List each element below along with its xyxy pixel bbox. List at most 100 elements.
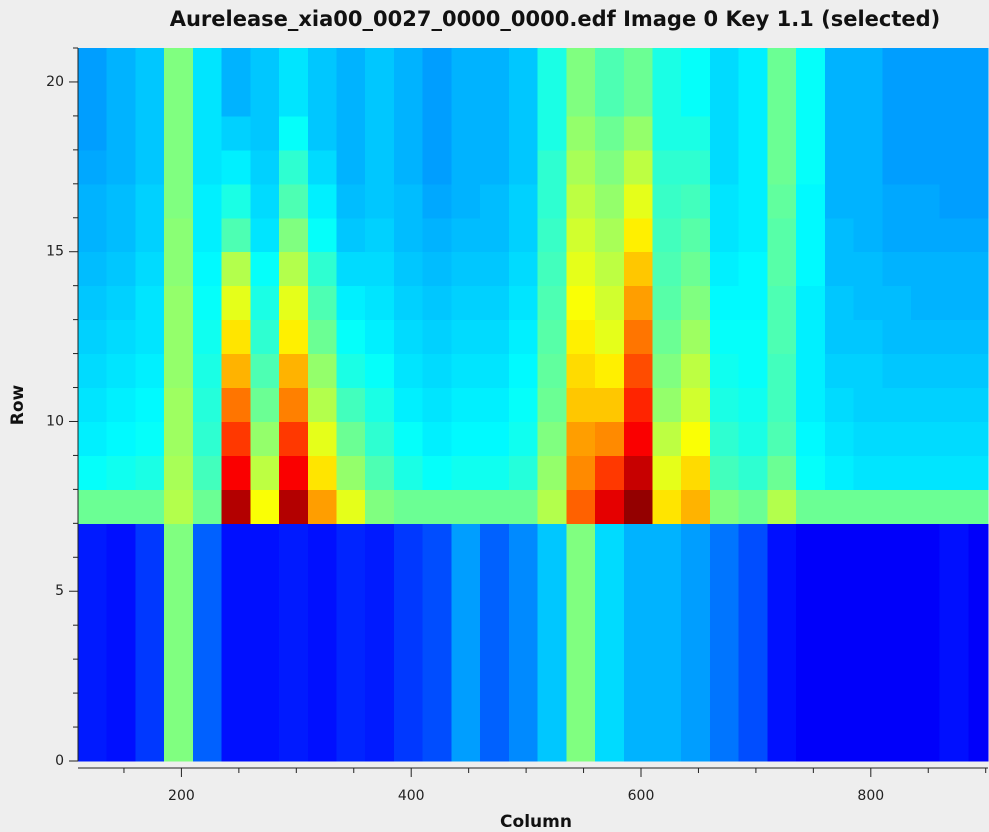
heatmap-cell bbox=[365, 455, 395, 490]
heatmap-cell bbox=[738, 149, 768, 185]
heatmap-cell bbox=[681, 455, 711, 490]
y-tick-label: 20 bbox=[46, 74, 64, 90]
heatmap-cell bbox=[250, 387, 280, 422]
heatmap-cell bbox=[767, 217, 797, 253]
heatmap-cell bbox=[135, 489, 165, 524]
heatmap-cell bbox=[106, 523, 136, 762]
heatmap-cell bbox=[508, 183, 539, 219]
heatmap-cell bbox=[566, 523, 596, 762]
heatmap-cell bbox=[537, 251, 567, 287]
heatmap-cell bbox=[508, 48, 539, 83]
heatmap-cell bbox=[911, 387, 941, 422]
heatmap-cell bbox=[595, 489, 625, 524]
heatmap-cell bbox=[393, 421, 424, 456]
heatmap-cell bbox=[652, 285, 682, 321]
heatmap-cell bbox=[279, 455, 309, 490]
heatmap-cell bbox=[709, 455, 740, 490]
heatmap-cell bbox=[393, 217, 424, 253]
heatmap-cell bbox=[393, 115, 424, 151]
heatmap-cell bbox=[796, 81, 826, 117]
heatmap-cell bbox=[336, 455, 366, 490]
heatmap-cell bbox=[652, 455, 682, 490]
heatmap-cell bbox=[135, 217, 165, 253]
heatmap-cell bbox=[365, 217, 395, 253]
heatmap-cell bbox=[882, 183, 912, 219]
heatmap-cell bbox=[853, 285, 883, 321]
x-tick-label: 800 bbox=[857, 788, 884, 804]
heatmap-cell bbox=[911, 149, 941, 185]
heatmap-cell bbox=[939, 489, 969, 524]
heatmap-cell bbox=[537, 81, 567, 117]
heatmap-cell bbox=[767, 455, 797, 490]
heatmap-cell bbox=[307, 319, 338, 355]
heatmap-cell bbox=[853, 319, 883, 355]
heatmap-cell bbox=[767, 489, 797, 524]
heatmap-cell bbox=[250, 149, 280, 185]
heatmap-cell bbox=[939, 523, 969, 762]
y-tick-label: 10 bbox=[46, 413, 64, 429]
heatmap-cell bbox=[939, 353, 969, 389]
heatmap-cell bbox=[623, 149, 653, 185]
heatmap-cell bbox=[738, 353, 768, 389]
heatmap-cell bbox=[307, 217, 338, 253]
heatmap-cell bbox=[681, 489, 711, 524]
heatmap-cell bbox=[480, 285, 510, 321]
heatmap-cell bbox=[681, 319, 711, 355]
heatmap-cell bbox=[164, 285, 194, 321]
heatmap-cell bbox=[882, 217, 912, 253]
heatmap-cell bbox=[537, 48, 567, 83]
heatmap-cell bbox=[221, 251, 251, 287]
heatmap-cell bbox=[135, 183, 165, 219]
heatmap-cell bbox=[882, 81, 912, 117]
heatmap-cell bbox=[623, 353, 653, 389]
heatmap-cell bbox=[652, 251, 682, 287]
heatmap-cell bbox=[623, 455, 653, 490]
heatmap-cell bbox=[681, 523, 711, 762]
heatmap-cell bbox=[336, 387, 366, 422]
heatmap-cell bbox=[307, 48, 338, 83]
heatmap-cell bbox=[250, 353, 280, 389]
heatmap-cell bbox=[738, 455, 768, 490]
heatmap-cell bbox=[566, 48, 596, 83]
heatmap-cell bbox=[422, 523, 452, 762]
heatmap-cell bbox=[422, 353, 452, 389]
heatmap-cell bbox=[279, 523, 309, 762]
heatmap-cell bbox=[480, 81, 510, 117]
heatmap-cell bbox=[336, 81, 366, 117]
heatmap-cell bbox=[480, 183, 510, 219]
heatmap-cell bbox=[221, 319, 251, 355]
heatmap-cell bbox=[796, 523, 826, 762]
heatmap-cell bbox=[623, 217, 653, 253]
heatmap-cell bbox=[393, 387, 424, 422]
heatmap-cell bbox=[796, 285, 826, 321]
heatmap-cell bbox=[164, 217, 194, 253]
heatmap-cell bbox=[307, 353, 338, 389]
heatmap-cell bbox=[78, 48, 108, 83]
heatmap-cell bbox=[911, 489, 941, 524]
heatmap-cell bbox=[393, 353, 424, 389]
heatmap-cell bbox=[796, 48, 826, 83]
heatmap-cell bbox=[853, 455, 883, 490]
heatmap-cell bbox=[336, 251, 366, 287]
heatmap-cell bbox=[709, 285, 740, 321]
heatmap-cell bbox=[164, 387, 194, 422]
heatmap-cell bbox=[882, 319, 912, 355]
heatmap-cell bbox=[853, 115, 883, 151]
heatmap-cell bbox=[595, 217, 625, 253]
heatmap-cell bbox=[652, 183, 682, 219]
heatmap-cell bbox=[939, 81, 969, 117]
heatmap-cell bbox=[738, 285, 768, 321]
heatmap-cell bbox=[164, 489, 194, 524]
heatmap-cell bbox=[767, 319, 797, 355]
heatmap-cell bbox=[595, 285, 625, 321]
heatmap-cell bbox=[882, 523, 912, 762]
heatmap-cell bbox=[652, 319, 682, 355]
heatmap-cell bbox=[135, 285, 165, 321]
heatmap-cell bbox=[164, 183, 194, 219]
heatmap-cell bbox=[796, 353, 826, 389]
heatmap-cell bbox=[451, 251, 481, 287]
heatmap-cell bbox=[508, 81, 539, 117]
heatmap-cell bbox=[480, 115, 510, 151]
heatmap-cell bbox=[623, 523, 653, 762]
heatmap-cell bbox=[681, 251, 711, 287]
